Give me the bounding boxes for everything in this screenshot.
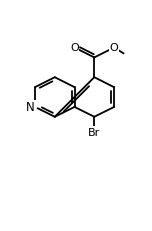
Text: O: O <box>70 43 79 53</box>
Text: O: O <box>110 43 118 53</box>
Text: N: N <box>26 101 35 114</box>
Text: Br: Br <box>88 127 100 137</box>
